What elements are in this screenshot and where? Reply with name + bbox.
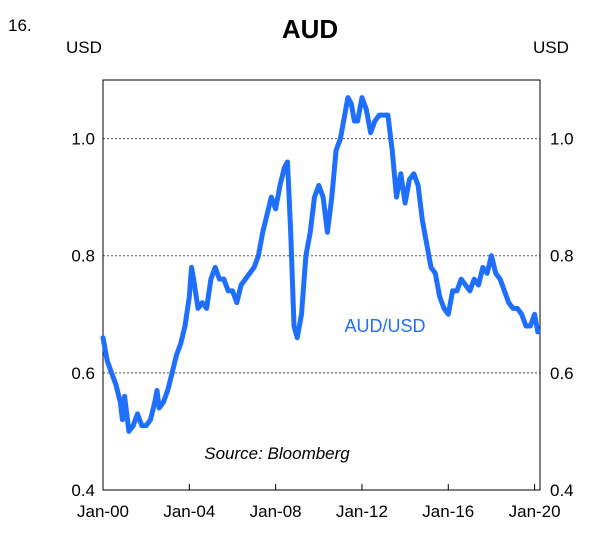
x-tick-label: Jan-12	[336, 502, 388, 521]
y-tick-label-left: 0.6	[71, 364, 95, 383]
source-label: Source: Bloomberg	[204, 444, 350, 463]
series-label: AUD/USD	[344, 316, 425, 336]
y-axis-left: 0.4 0.6 0.8 1.0	[71, 130, 95, 500]
y-tick-label-right: 0.6	[550, 364, 574, 383]
y-tick-label-right: 0.8	[550, 247, 574, 266]
y-tick-label-left: 0.4	[71, 481, 95, 500]
x-axis-ticks	[102, 484, 536, 490]
y-tick-label-right: 0.4	[550, 481, 574, 500]
plot-area	[102, 79, 541, 491]
right-axis-unit: USD	[533, 38, 569, 57]
x-tick-label: Jan-20	[509, 502, 561, 521]
left-axis-unit: USD	[66, 38, 102, 57]
y-tick-label-left: 1.0	[71, 130, 95, 149]
figure-number: 16.	[8, 16, 32, 35]
x-tick-label: Jan-16	[422, 502, 474, 521]
chart-title: AUD	[281, 14, 339, 44]
x-tick-label: Jan-04	[163, 502, 215, 521]
x-tick-label: Jan-08	[250, 502, 302, 521]
series-line-aud-usd	[100, 95, 541, 434]
y-tick-label-left: 0.8	[71, 247, 95, 266]
x-axis: Jan-00 Jan-04 Jan-08 Jan-12 Jan-16 Jan-20	[77, 502, 561, 521]
series-layer	[100, 95, 541, 434]
y-tick-label-right: 1.0	[550, 130, 574, 149]
gridlines	[103, 138, 540, 374]
y-axis-right: 0.4 0.6 0.8 1.0	[550, 130, 574, 500]
x-tick-label: Jan-00	[77, 502, 129, 521]
